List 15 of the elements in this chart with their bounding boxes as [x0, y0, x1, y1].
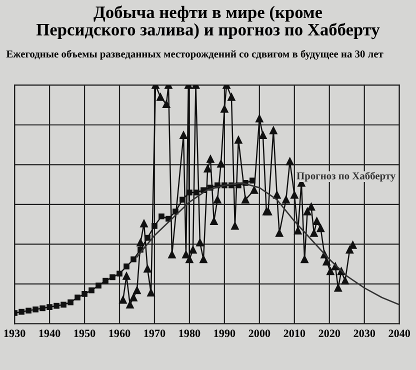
x-tick-label: 1960 — [109, 330, 130, 338]
x-tick-label: 1980 — [179, 330, 200, 338]
x-tick-label: 2040 — [388, 330, 410, 338]
chart-subtitle: Ежегодные объемы разведанных месторождений со сдвигом в будущее на 30 лет — [6, 50, 384, 60]
x-tick-label: 2010 — [284, 330, 306, 338]
x-tick-label: 2020 — [318, 330, 340, 338]
text: Прогноз по Хабберту — [296, 172, 396, 182]
x-tick-label: 1950 — [74, 330, 96, 338]
x-tick-label: 1970 — [144, 330, 166, 338]
x-tick-label: 2030 — [354, 330, 376, 338]
x-tick-label: 1940 — [39, 330, 60, 338]
x-tick-label: 1930 — [4, 330, 26, 338]
x-tick-label: 1990 — [214, 330, 236, 338]
chart-title: Добыча нефти в мире (кроме Персидского залива) и прогноз по Хабберту — [36, 6, 380, 40]
x-tick-label: 2000 — [248, 330, 270, 338]
